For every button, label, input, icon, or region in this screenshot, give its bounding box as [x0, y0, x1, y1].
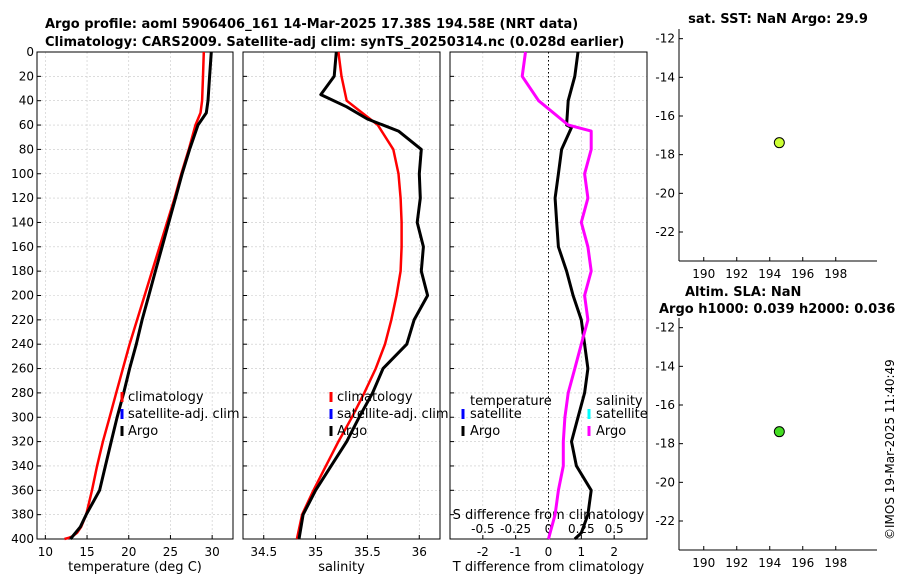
- series-line-argo: [69, 51, 213, 540]
- y-tick-label: 160: [11, 240, 34, 254]
- map-x-tick-label: 194: [758, 267, 781, 281]
- s-x-tick-label: -0.25: [500, 522, 531, 536]
- y-tick-label: 260: [11, 362, 34, 376]
- salinity-profile-panel: 34.5 35 35.5 36 salinity climatology satellite…: [242, 51, 449, 575]
- figure-title-line1: Argo profile: aoml 5906406_161 14-Mar-20…: [45, 17, 578, 32]
- map-y-tick-label: -20: [655, 475, 675, 489]
- map-y-tick-label: -14: [655, 359, 675, 373]
- map-x-tick-label: 196: [791, 556, 814, 570]
- legend-label: Argo: [337, 424, 367, 439]
- sla-map-panel: -12 -14 -16 -18 -20 -22 190 192 194 196 198 Altim. …: [655, 285, 895, 570]
- map-x-tick-label: 190: [692, 267, 715, 281]
- y-tick-label: 300: [11, 410, 34, 424]
- map-y-tick-label: -20: [655, 186, 675, 200]
- y-tick-label: 240: [11, 337, 34, 351]
- x-tick-label: 35.5: [354, 545, 381, 559]
- legend-label: climatology: [337, 390, 413, 405]
- x-tick-label: 35: [308, 545, 323, 559]
- y-tick-label: 400: [11, 532, 34, 546]
- x-tick-label: 25: [163, 545, 178, 559]
- map-y-tick-label: -16: [655, 109, 675, 123]
- x-axis-label: salinity: [318, 560, 365, 575]
- legend-label: satellite-adj. clim: [128, 407, 240, 422]
- map-y-tick-label: -14: [655, 70, 675, 84]
- map-y-tick-label: -18: [655, 148, 675, 162]
- legend-label: satellite: [470, 407, 522, 422]
- x-axis-label: T difference from climatology: [452, 560, 645, 575]
- y-tick-label: 340: [11, 459, 34, 473]
- copyright-timestamp: ©IMOS 19-Mar-2025 11:40:49: [883, 359, 897, 540]
- y-tick-label: 80: [19, 142, 34, 156]
- x-tick-label: 34.5: [250, 545, 277, 559]
- argo-location-marker: [773, 137, 785, 149]
- y-tick-label: 100: [11, 167, 34, 181]
- s-x-tick-label: 0: [545, 522, 553, 536]
- map-title-line2: Argo h1000: 0.039 h2000: 0.036: [659, 302, 895, 317]
- map-title: sat. SST: NaN Argo: 29.9: [688, 12, 868, 27]
- series-line-argo: [297, 51, 430, 540]
- legend-label: satellite-adj. clim: [337, 407, 449, 422]
- legend-label: satellite: [596, 407, 648, 422]
- x-tick-label: -2: [477, 545, 489, 559]
- x-axis-label: temperature (deg C): [68, 560, 202, 575]
- y-tick-label: 320: [11, 435, 34, 449]
- x-tick-label: 2: [610, 545, 618, 559]
- y-tick-label: 280: [11, 386, 34, 400]
- y-tick-label: 140: [11, 215, 34, 229]
- x-tick-label: 0: [545, 545, 553, 559]
- difference-profile-panel: -2 -1 0 1 2T difference from climatology S di…: [449, 51, 648, 575]
- map-x-tick-label: 194: [758, 556, 781, 570]
- map-y-tick-label: -12: [655, 321, 675, 335]
- map-title-line1: Altim. SLA: NaN: [685, 285, 801, 300]
- map-x-tick-label: 190: [692, 556, 715, 570]
- map-x-tick-label: 192: [725, 267, 748, 281]
- y-tick-label: 220: [11, 313, 34, 327]
- legend-title-salinity: salinity: [596, 394, 643, 409]
- x-tick-label: 30: [205, 545, 220, 559]
- x-tick-label: 20: [121, 545, 136, 559]
- map-y-tick-label: -18: [655, 437, 675, 451]
- map-y-tick-label: -22: [655, 225, 675, 239]
- legend-label: Argo: [470, 424, 500, 439]
- series-line-s-argo: [520, 51, 593, 540]
- sst-map-panel: -12 -14 -16 -18 -20 -22 190 192 194 196 198 sat. SS…: [655, 12, 877, 281]
- map-y-tick-label: -16: [655, 398, 675, 412]
- s-x-tick-label: -0.5: [471, 522, 494, 536]
- y-tick-label: 60: [19, 118, 34, 132]
- temperature-profile-panel: 0 20 40 60 80 100 120 140 160 180 200 220 240 260 280 3…: [11, 45, 240, 575]
- map-x-tick-label: 192: [725, 556, 748, 570]
- map-y-tick-label: -12: [655, 32, 675, 46]
- legend-label: climatology: [128, 390, 204, 405]
- legend-label: Argo: [596, 424, 626, 439]
- x-tick-label: 1: [578, 545, 586, 559]
- x-tick-label: -1: [510, 545, 522, 559]
- map-y-tick-label: -22: [655, 514, 675, 528]
- y-tick-label: 0: [26, 45, 34, 59]
- legend-label: Argo: [128, 424, 158, 439]
- y-tick-label: 40: [19, 94, 34, 108]
- map-x-tick-label: 196: [791, 267, 814, 281]
- s-x-tick-label: 0.5: [605, 522, 624, 536]
- y-tick-label: 360: [11, 483, 34, 497]
- x-tick-label: 10: [38, 545, 53, 559]
- argo-location-marker: [773, 426, 785, 438]
- x-axis-label-salinity: S difference from climatology: [453, 508, 645, 523]
- x-tick-label: 15: [79, 545, 94, 559]
- map-x-tick-label: 198: [824, 267, 847, 281]
- y-tick-label: 120: [11, 191, 34, 205]
- figure-title-line2: Climatology: CARS2009. Satellite-adj cli…: [45, 35, 624, 50]
- x-tick-label: 36: [412, 545, 427, 559]
- y-tick-label: 380: [11, 508, 34, 522]
- map-x-tick-label: 198: [824, 556, 847, 570]
- y-tick-label: 180: [11, 264, 34, 278]
- y-tick-label: 200: [11, 289, 34, 303]
- legend-title-temperature: temperature: [470, 394, 552, 409]
- y-tick-label: 20: [19, 69, 34, 83]
